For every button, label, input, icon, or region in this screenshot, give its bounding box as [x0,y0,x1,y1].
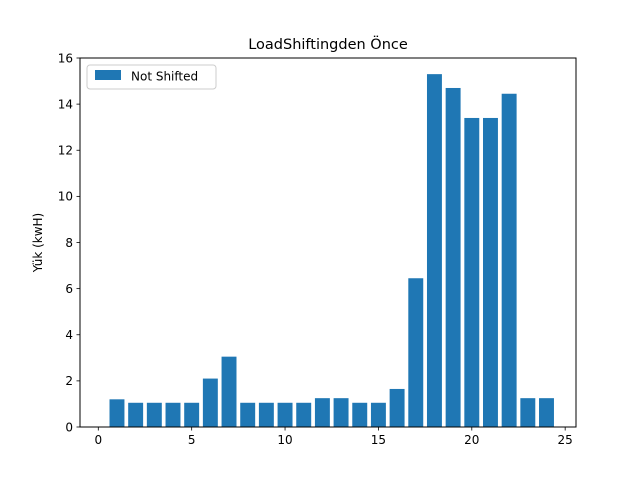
bar-22 [501,93,517,427]
bar-20 [464,117,480,428]
bar-3 [146,402,162,427]
legend-label-not-shifted: Not Shifted [131,70,198,84]
y-tick-label-14: 14 [58,97,73,111]
y-tick-label-2: 2 [65,374,73,388]
x-tick-label-25: 25 [558,433,573,447]
bar-15 [370,402,386,427]
bar-19 [445,87,461,427]
y-tick-label-10: 10 [58,190,73,204]
bar-21 [483,117,498,428]
bar-10 [277,402,293,427]
plot-frame [79,57,577,428]
x-tick-label-10: 10 [277,433,292,447]
bar-18 [426,74,442,427]
x-tick-label-20: 20 [464,433,479,447]
bar-24 [539,398,554,427]
x-axis: 0 5 10 15 20 25 [94,427,573,447]
x-tick-label-0: 0 [94,433,102,447]
bar-11 [296,402,312,427]
bars-group [109,74,554,428]
bar-7 [221,356,237,427]
y-tick-label-16: 16 [58,51,73,65]
x-tick-label-15: 15 [371,433,386,447]
bar-13 [333,398,349,427]
x-tick-label-5: 5 [188,433,196,447]
legend: Not Shifted [86,64,217,90]
bar-12 [314,398,330,427]
legend-swatch-not-shifted [95,70,121,80]
bar-5 [184,402,200,427]
y-tick-label-8: 8 [65,236,73,250]
bar-2 [128,402,144,427]
y-axis: 0 2 4 6 8 10 12 14 16 [58,51,80,434]
y-tick-label-0: 0 [65,420,73,434]
bar-9 [258,402,274,427]
bar-17 [408,278,424,427]
y-axis-title: Yük (kwH) [31,213,45,273]
bar-8 [240,402,256,427]
bar-1 [109,399,125,427]
bar-14 [352,402,368,427]
y-tick-label-4: 4 [65,328,73,342]
bar-6 [202,378,218,427]
bar-4 [165,402,181,427]
bar-16 [389,388,405,427]
y-tick-label-12: 12 [58,144,73,158]
bar-23 [520,398,536,427]
y-tick-label-6: 6 [65,282,73,296]
chart-title: LoadShiftingden Önce [248,35,408,53]
